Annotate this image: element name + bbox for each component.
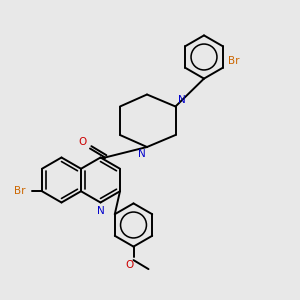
Text: O: O <box>79 137 87 147</box>
Text: O: O <box>126 260 134 270</box>
Text: N: N <box>97 206 104 216</box>
Text: Br: Br <box>14 186 26 196</box>
Text: Br: Br <box>228 56 239 66</box>
Text: N: N <box>138 149 146 159</box>
Text: N: N <box>178 95 186 105</box>
